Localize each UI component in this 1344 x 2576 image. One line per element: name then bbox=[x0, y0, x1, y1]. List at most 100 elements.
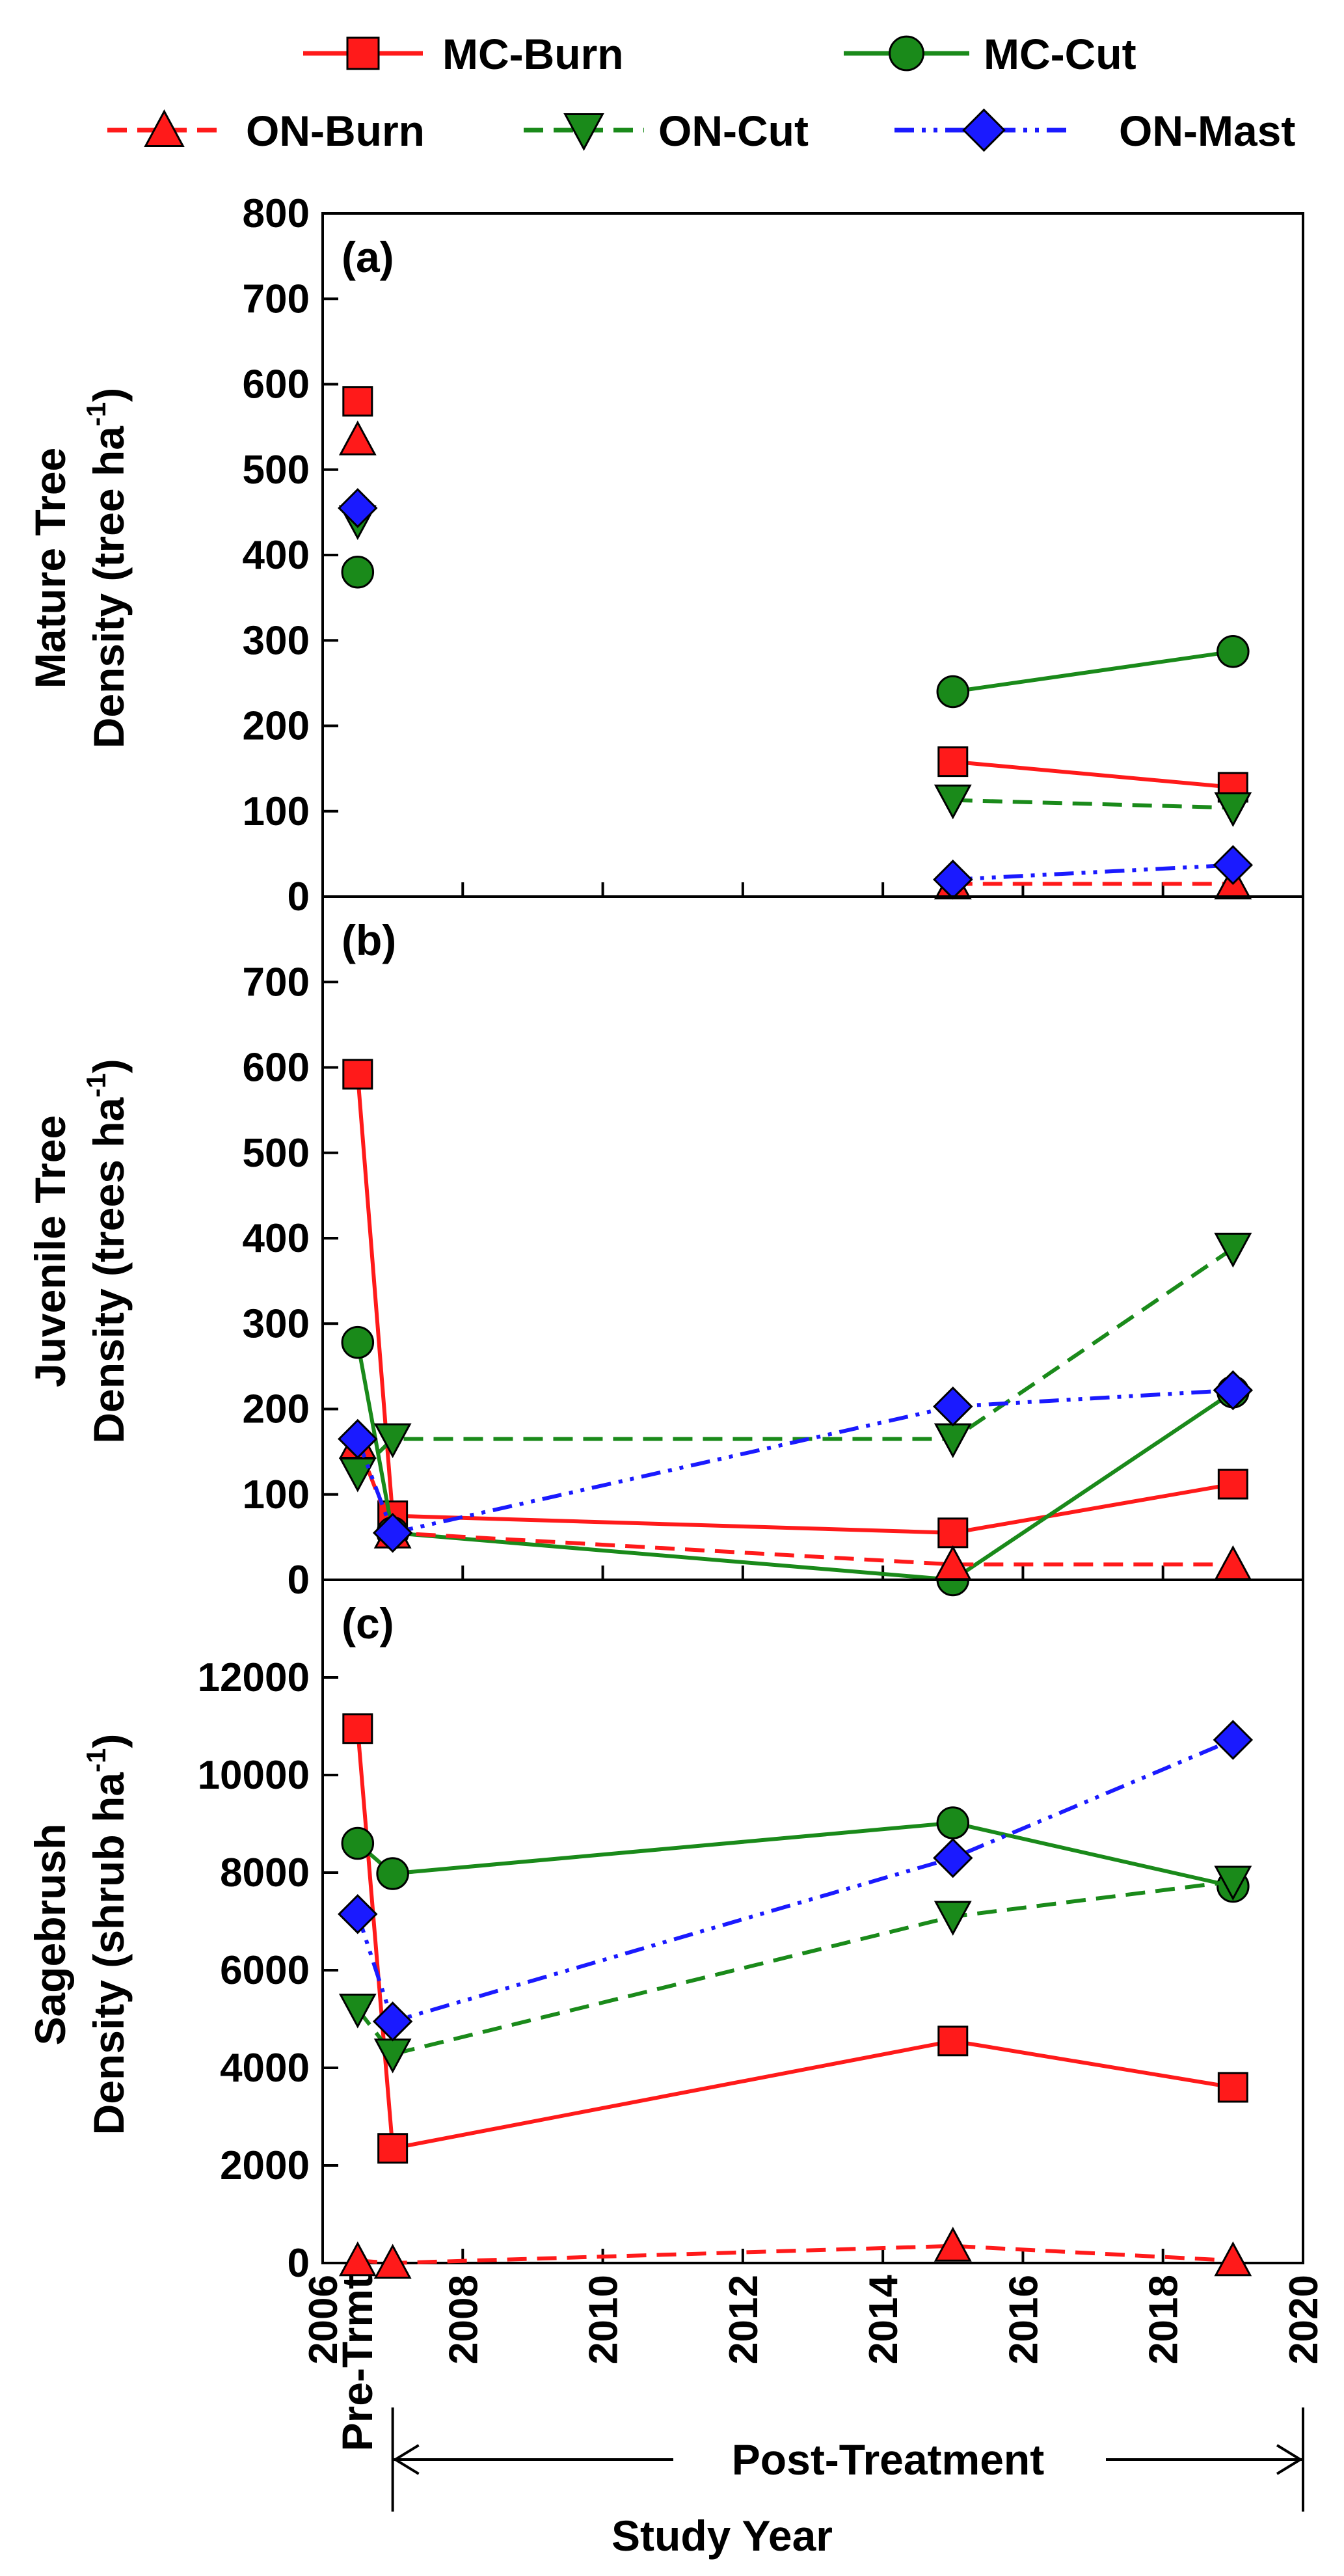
y-tick-label: 400 bbox=[243, 533, 310, 578]
y-tick-label: 4000 bbox=[220, 2046, 310, 2091]
series-line-on-mast bbox=[952, 863, 1233, 882]
y-tick-label: 700 bbox=[243, 960, 310, 1005]
y-tick-label: 300 bbox=[243, 1301, 310, 1346]
y-tick-label: 300 bbox=[243, 618, 310, 663]
series-group bbox=[338, 386, 1254, 900]
point-on-mast bbox=[338, 1418, 378, 1459]
point-on-mast bbox=[933, 860, 973, 900]
point-on-burn bbox=[373, 2244, 412, 2279]
x-tick-label: 2018 bbox=[1142, 2275, 1187, 2365]
legend-marker-mc-burn bbox=[346, 36, 380, 70]
y-tick-label: 700 bbox=[243, 277, 310, 321]
point-on-mast bbox=[372, 1513, 413, 1553]
panel-b: 0 100 200 300 400 500 600 700 (b) Juvenile Tree De… bbox=[26, 895, 1304, 1603]
series-line-mc-burn bbox=[355, 1728, 1233, 2151]
panel-a: 0 100 200 300 400 500 600 700 800 (a) Mature Tree D… bbox=[26, 191, 1304, 919]
y-tick-label: 200 bbox=[243, 1387, 310, 1432]
legend-marker-on-mast bbox=[962, 108, 1006, 152]
point-mc-burn bbox=[937, 2026, 969, 2057]
series-line-on-mast bbox=[355, 1738, 1234, 2024]
legend-label-mc-burn: MC-Burn bbox=[442, 30, 624, 78]
y-tick-label: 600 bbox=[243, 362, 310, 407]
point-mc-cut bbox=[341, 1826, 375, 1860]
point-mc-burn bbox=[937, 746, 969, 778]
panel-frame bbox=[321, 212, 1304, 898]
y-tick-label: 600 bbox=[243, 1046, 310, 1091]
x-tick-label: 2008 bbox=[441, 2275, 486, 2365]
y-tick-label: 800 bbox=[243, 191, 310, 236]
series-line-on-mast bbox=[356, 1388, 1233, 1536]
point-mc-burn bbox=[1217, 2072, 1248, 2103]
panel-label: (b) bbox=[342, 916, 396, 964]
point-mc-cut bbox=[341, 555, 375, 589]
panel-frame bbox=[321, 1579, 1304, 2264]
y-axis-label-units: Density (shrub ha-1) bbox=[81, 1734, 133, 2135]
series-line-on-cut bbox=[952, 798, 1233, 810]
y-axis-label: Mature Tree bbox=[26, 448, 74, 688]
x-tick-label: 2016 bbox=[1001, 2275, 1046, 2365]
series-line-on-cut bbox=[356, 1247, 1235, 1475]
point-on-mast bbox=[338, 1894, 378, 1934]
legend: MC-Burn MC-Cut ON-Burn ON-Cut ON-Mast bbox=[107, 30, 1295, 155]
y-axis-label-units-text: Density (trees ha bbox=[85, 1096, 133, 1443]
panel-label: (c) bbox=[342, 1599, 394, 1647]
legend-entry-mc-cut: MC-Cut bbox=[844, 30, 1136, 78]
y-tick-label: 100 bbox=[243, 789, 310, 834]
pre-treatment-label: Pre-Trmt bbox=[333, 2275, 381, 2451]
series-group bbox=[338, 1059, 1254, 1597]
x-tick-label: 2020 bbox=[1282, 2275, 1326, 2365]
x-axis: 2006 2008 2010 2012 2014 2016 2018 2020 Pre-Trmt… bbox=[301, 2274, 1326, 2560]
y-axis-label: Sagebrush bbox=[26, 1823, 74, 2045]
y-axis-label-units-text: Density (tree ha bbox=[85, 426, 133, 748]
point-on-burn bbox=[1214, 2241, 1252, 2277]
series-line-mc-cut bbox=[952, 649, 1233, 694]
series-line-mc-cut bbox=[355, 1342, 1235, 1582]
point-mc-burn bbox=[1217, 1469, 1248, 1500]
point-on-cut bbox=[1214, 792, 1252, 828]
y-tick-label: 6000 bbox=[220, 1948, 310, 1993]
point-on-cut bbox=[934, 1423, 972, 1458]
point-on-mast bbox=[1213, 1370, 1254, 1411]
legend-label-mc-cut: MC-Cut bbox=[984, 30, 1136, 78]
point-on-cut bbox=[1214, 1865, 1252, 1901]
legend-marker-mc-cut bbox=[889, 35, 924, 72]
point-on-cut bbox=[934, 784, 972, 820]
y-tick-label: 8000 bbox=[220, 1851, 310, 1895]
y-tick-label: 500 bbox=[243, 1131, 310, 1176]
y-axis-label-units: Density (trees ha-1) bbox=[81, 1059, 133, 1443]
y-axis-label-units: Density (tree ha-1) bbox=[81, 388, 133, 749]
y-axis-label-close: ) bbox=[85, 1059, 133, 1073]
y-tick-label: 400 bbox=[243, 1216, 310, 1261]
y-tick-label: 2000 bbox=[220, 2143, 310, 2188]
legend-entry-on-burn: ON-Burn bbox=[107, 107, 425, 155]
point-on-cut bbox=[373, 1423, 412, 1458]
point-mc-cut bbox=[376, 1857, 409, 1890]
x-axis-title: Study Year bbox=[612, 2512, 833, 2560]
point-on-mast bbox=[338, 488, 378, 528]
y-tick-label: 0 bbox=[288, 874, 310, 919]
x-tick-label: 2014 bbox=[861, 2274, 906, 2364]
y-axis-label-units-text: Density (shrub ha bbox=[85, 1772, 133, 2135]
y-axis-label-close: ) bbox=[85, 388, 133, 402]
point-on-mast bbox=[1213, 845, 1254, 886]
y-axis-label: Juvenile Tree bbox=[26, 1115, 74, 1387]
point-mc-cut bbox=[936, 1806, 970, 1839]
legend-entry-on-cut: ON-Cut bbox=[524, 107, 809, 155]
point-on-cut bbox=[338, 1994, 377, 2029]
y-axis-label-superscript: -1 bbox=[81, 402, 111, 426]
y-tick-label: 0 bbox=[288, 1558, 310, 1603]
point-on-burn bbox=[338, 2241, 377, 2277]
series-line-on-burn bbox=[357, 2244, 1233, 2266]
series-line-mc-burn bbox=[355, 1074, 1233, 1535]
point-mc-burn bbox=[377, 2133, 409, 2164]
point-on-cut bbox=[934, 1901, 972, 1936]
legend-label-on-burn: ON-Burn bbox=[246, 107, 425, 155]
legend-label-on-cut: ON-Cut bbox=[658, 107, 809, 155]
series-line-mc-burn bbox=[952, 759, 1233, 789]
point-mc-burn bbox=[342, 1713, 373, 1744]
y-axis-label-superscript: -1 bbox=[81, 1073, 111, 1097]
panel-frame bbox=[321, 895, 1304, 1581]
post-arrowhead-left bbox=[392, 2444, 420, 2475]
